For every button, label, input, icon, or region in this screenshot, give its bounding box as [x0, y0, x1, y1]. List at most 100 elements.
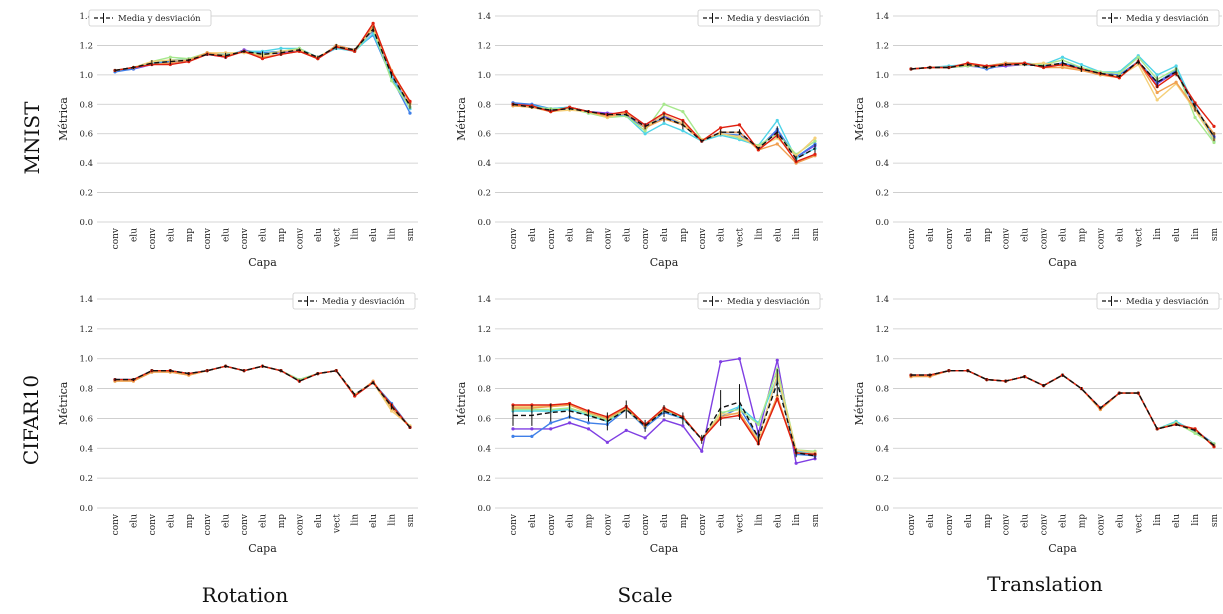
x-tick-label: conv — [203, 227, 213, 249]
x-axis-label: Capa — [248, 542, 277, 555]
y-tick-label: 1.4 — [875, 295, 889, 305]
y-tick-label: 0.6 — [79, 130, 93, 140]
series-line — [115, 365, 411, 427]
x-tick-label: elu — [964, 228, 974, 242]
y-tick-label: 0.2 — [477, 474, 491, 484]
series-point — [756, 422, 760, 426]
y-tick-label: 0.0 — [79, 504, 93, 514]
x-tick-label: elu — [773, 228, 783, 242]
y-tick-label: 0.2 — [875, 189, 889, 199]
series-point — [1155, 73, 1159, 77]
series-line — [911, 370, 1215, 448]
series-point — [1060, 65, 1065, 70]
series-line — [911, 370, 1215, 446]
x-tick-label: conv — [603, 227, 613, 249]
y-tick-label: 0.2 — [477, 189, 491, 199]
mean-line — [512, 103, 816, 160]
series-point — [794, 461, 798, 465]
x-tick-label: conv — [148, 513, 158, 535]
x-tick-label: mp — [185, 514, 195, 529]
y-tick-label: 0.4 — [79, 159, 93, 169]
series-point — [700, 449, 704, 453]
mean-line — [115, 365, 411, 428]
y-tick-label: 0.4 — [477, 444, 491, 454]
y-tick-label: 1.0 — [477, 355, 491, 365]
x-tick-label: conv — [547, 513, 557, 535]
x-tick-label: elu — [528, 228, 538, 242]
y-tick-label: 1.4 — [875, 12, 889, 22]
x-tick-label: conv — [698, 227, 708, 249]
x-tick-label: elu — [1021, 228, 1031, 242]
y-tick-label: 1.4 — [477, 12, 491, 22]
y-axis-label: Métrica — [853, 381, 866, 425]
x-tick-label: lin — [792, 228, 802, 240]
series-point — [775, 118, 779, 123]
x-tick-label: conv — [240, 227, 250, 249]
x-tick-label: elu — [222, 514, 232, 528]
series-point — [681, 110, 685, 114]
x-tick-label: conv — [1096, 227, 1106, 249]
x-tick-label: elu — [1021, 514, 1031, 528]
y-tick-label: 0.6 — [477, 130, 491, 140]
series-point — [737, 357, 742, 361]
legend-label: Media y desviación — [1126, 13, 1209, 24]
x-tick-label: elu — [717, 514, 727, 528]
y-tick-label: 0.8 — [79, 385, 93, 395]
x-tick-label: elu — [773, 514, 783, 528]
mean-line — [911, 370, 1215, 446]
series-point — [530, 427, 534, 431]
series-point — [775, 142, 779, 146]
y-axis-label: Métrica — [853, 97, 866, 141]
series-point — [813, 136, 817, 140]
x-tick-label: conv — [1040, 513, 1050, 535]
legend: Media y desviación — [697, 292, 821, 310]
series-point — [389, 409, 394, 413]
x-tick-label: sm — [406, 228, 416, 242]
y-tick-label: 0.8 — [477, 100, 491, 110]
x-tick-label: conv — [111, 227, 121, 249]
series-point — [681, 129, 685, 133]
series-point — [260, 57, 265, 61]
series-point — [719, 126, 723, 130]
legend: Media y desviación — [697, 9, 821, 27]
series-point — [624, 428, 628, 432]
y-tick-label: 0.8 — [875, 100, 889, 110]
x-tick-label: elu — [259, 514, 269, 528]
y-tick-label: 1.4 — [477, 295, 491, 305]
x-tick-label: conv — [945, 513, 955, 535]
series-point — [1041, 61, 1046, 65]
legend-label: Media y desviación — [118, 13, 201, 24]
y-tick-label: 0.2 — [79, 189, 93, 199]
x-tick-label: elu — [369, 228, 379, 242]
x-tick-label: elu — [926, 514, 936, 528]
series-line — [911, 370, 1215, 448]
x-tick-label: sm — [1210, 514, 1220, 528]
series-point — [1136, 55, 1140, 59]
series-point — [624, 110, 628, 114]
series-point — [1174, 80, 1178, 84]
series-line — [910, 60, 1215, 127]
x-tick-label: elu — [314, 228, 324, 242]
y-axis-label: Métrica — [455, 381, 468, 425]
series-point — [605, 440, 609, 444]
y-tick-label: 0.4 — [477, 159, 491, 169]
y-tick-label: 1.0 — [79, 355, 93, 365]
x-tick-label: mp — [1077, 228, 1087, 243]
mean-line — [513, 380, 816, 457]
series-point — [813, 152, 817, 156]
x-tick-label: lin — [1191, 228, 1201, 240]
x-tick-label: conv — [698, 513, 708, 535]
x-tick-label: mp — [983, 228, 993, 243]
y-tick-label: 1.0 — [875, 355, 889, 365]
x-tick-label: mp — [277, 228, 287, 243]
x-tick-label: elu — [1059, 228, 1069, 242]
series-point — [1155, 98, 1159, 102]
y-tick-label: 0.2 — [875, 474, 889, 484]
x-tick-label: lin — [792, 514, 802, 526]
series-point — [1212, 140, 1216, 145]
y-axis-label: Métrica — [455, 97, 468, 141]
y-tick-label: 1.0 — [79, 71, 93, 81]
y-tick-label: 1.2 — [477, 325, 491, 335]
series-point — [371, 21, 375, 25]
